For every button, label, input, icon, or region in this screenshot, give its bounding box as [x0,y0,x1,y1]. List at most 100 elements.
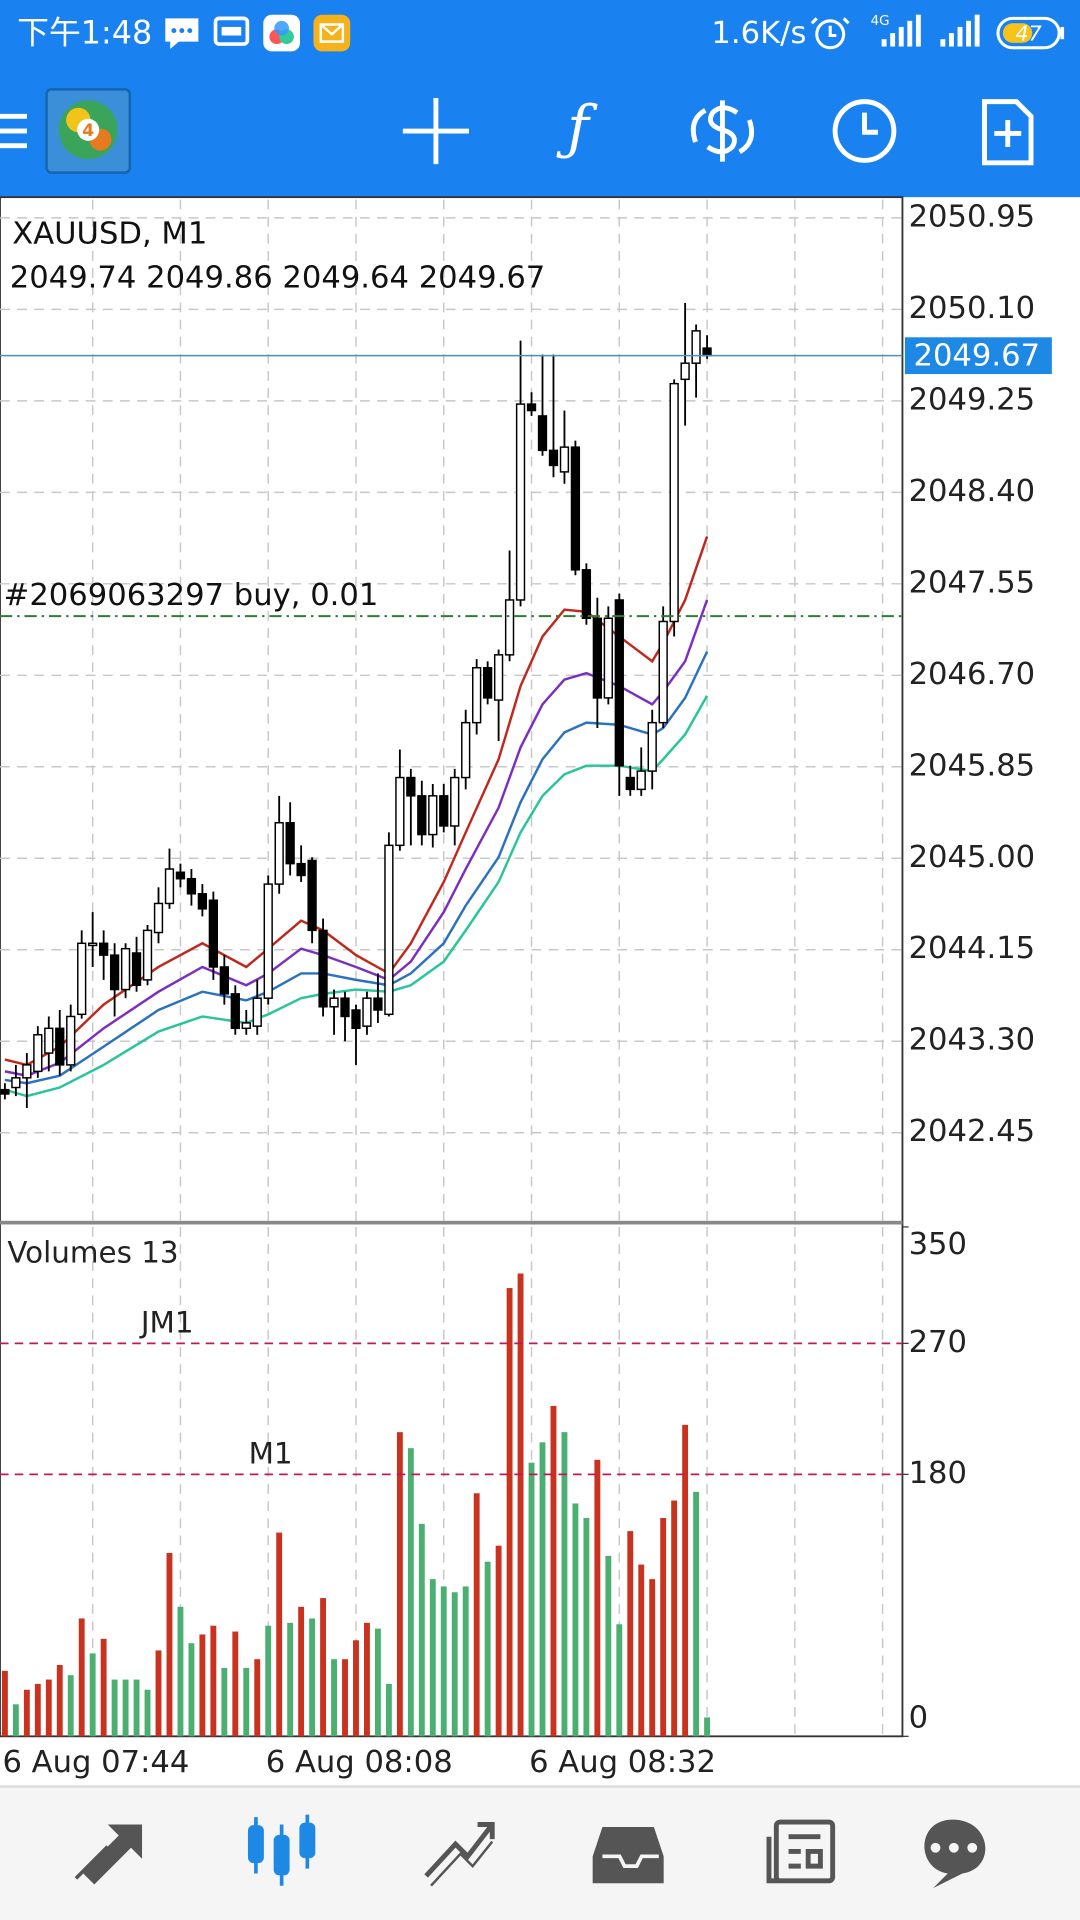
volume-bar [353,1640,359,1737]
candle-body [406,776,416,797]
candle-body [603,617,613,699]
candle-body [98,942,109,956]
volume-bar [144,1689,151,1737]
volume-bar [177,1606,184,1737]
volume-bar [45,1679,52,1737]
candle-body [614,599,624,767]
volume-bar [473,1493,480,1737]
candle-body [252,997,262,1027]
volume-bar [342,1659,348,1737]
volume-bar [309,1618,316,1737]
volume-bar [484,1561,491,1737]
candle-body [44,1027,54,1054]
volume-bar [111,1679,118,1737]
candle-body [680,362,690,381]
volume-bar [451,1592,458,1737]
candle-body [175,871,186,880]
volume-bar [462,1586,469,1737]
candle-body [241,1022,251,1030]
candle-body [472,667,482,724]
candle-body [120,947,131,991]
candle-body [307,859,317,932]
price-tick-label: 2050.95 [909,199,1036,234]
candle-body [658,620,668,724]
news-tab[interactable] [766,1819,836,1884]
quotes-tab[interactable] [74,1824,143,1885]
volume-bar [627,1531,634,1737]
candle-body [691,330,701,364]
volume-bar [1,1670,8,1737]
candle-body [526,403,537,412]
volume-bar [693,1491,700,1737]
price-tick-label: 2042.45 [909,1114,1036,1149]
candle-body [296,862,306,877]
svg-text:4: 4 [82,121,94,141]
chat-tab[interactable] [924,1819,986,1889]
candle-body [274,822,284,885]
app-logo[interactable]: 4 [45,88,132,174]
candle-body [109,954,120,991]
price-tick-label: 2043.30 [909,1023,1036,1058]
trade-button[interactable] [690,100,754,162]
volume-bar [605,1555,612,1737]
price-tick-label: 2050.10 [909,291,1036,326]
volume-tick-label: 270 [909,1325,967,1360]
volume-bar [682,1424,689,1737]
battery-level: 47 [1015,21,1042,45]
candle-body [219,966,229,995]
candle-body [428,795,438,836]
price-tick-label: 2045.85 [909,748,1036,783]
volume-bar [671,1500,678,1737]
pane-separator [0,1220,903,1225]
volume-level-label: JM1 [139,1305,194,1339]
candle-body [230,993,240,1030]
chart-tab[interactable] [247,1814,316,1886]
volume-bar [89,1653,96,1737]
candle-body [66,1015,76,1066]
volume-tick-label: 180 [909,1456,967,1491]
candle-body [625,776,635,791]
order-label: #2069063297 buy, 0.01 [4,578,379,613]
candle-body [329,997,339,1008]
candle-body [164,868,175,905]
volume-bar [155,1650,162,1737]
volume-bar [100,1638,107,1737]
volume-bar [594,1459,601,1737]
candle-body [55,1027,65,1066]
new-order-button[interactable] [982,99,1034,166]
last-price-label: 2049.67 [913,338,1040,373]
crosshair-button[interactable] [402,97,469,165]
battery-icon [996,16,1065,50]
alarm-icon [810,17,850,50]
volume-bar [407,1448,414,1737]
trade-tab[interactable] [424,1822,495,1887]
last-price-box [904,337,1052,375]
volume-bar [298,1606,305,1737]
history-button[interactable] [832,99,897,163]
volume-level-label: M1 [249,1436,293,1470]
volume-bar [243,1667,250,1737]
history-tab[interactable] [592,1826,664,1884]
volume-bar [122,1679,129,1737]
volume-title: Volumes 13 [7,1235,178,1269]
candle-body [131,952,142,986]
candle-body [493,654,504,701]
signal-icons [881,14,980,47]
volume-bar [12,1704,19,1737]
candle-body [504,599,515,656]
volume-bar [166,1552,173,1737]
ohlc-readout: 2049.74 2049.86 2049.64 2049.67 [10,261,546,296]
candle-body [515,403,526,601]
volume-bar [320,1598,327,1737]
volume-bar [331,1659,337,1737]
volume-bar [561,1432,568,1737]
volume-bar [254,1659,261,1737]
volume-bar [528,1462,535,1737]
chart-title: XAUUSD, M1 [12,217,207,252]
candle-body [33,1034,43,1073]
menu-button[interactable] [0,113,27,149]
candle-body [142,929,153,981]
